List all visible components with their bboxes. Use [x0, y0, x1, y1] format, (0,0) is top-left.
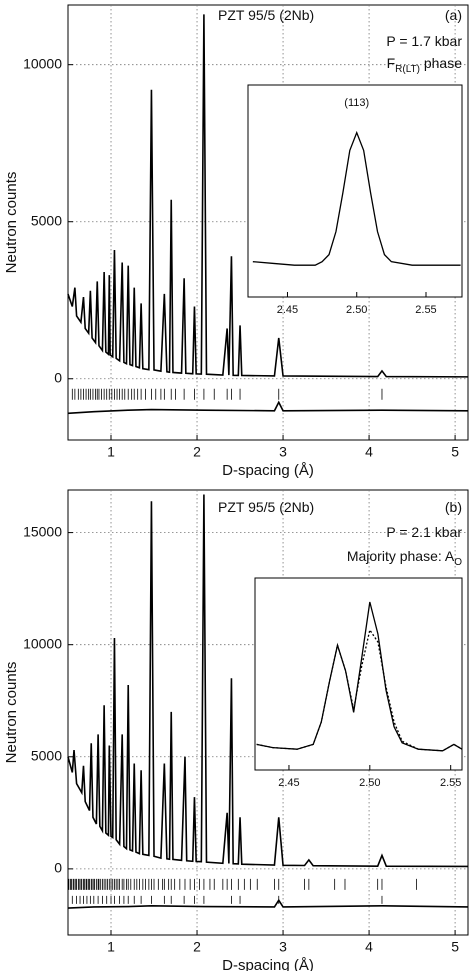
annotation-subscript: R(LT): [395, 64, 420, 75]
x-axis-label: D-spacing (Å): [222, 462, 314, 479]
y-tick-label: 10000: [23, 635, 62, 651]
x-tick-label: 2: [193, 444, 201, 460]
x-tick-label: 3: [279, 444, 287, 460]
x-axis-label: D-spacing (Å): [222, 957, 314, 971]
inset-frame: [254, 577, 463, 771]
x-tick-label: 2.45: [277, 304, 298, 316]
annotation: Majority phase: AO: [347, 548, 462, 568]
data-line: [67, 494, 469, 868]
annotation-part: Majority phase: A: [347, 548, 455, 564]
x-tick-label: 1: [107, 444, 115, 460]
x-tick-label: 3: [279, 939, 287, 955]
annotation: FR(LT) phase: [387, 55, 463, 75]
y-tick-label: 0: [54, 369, 62, 385]
data-line: [252, 130, 461, 266]
annotation-part: PZT 95/5 (2Nb): [218, 7, 314, 23]
annotation: P = 1.7 kbar: [386, 33, 462, 49]
inset-frame: [247, 84, 463, 298]
y-tick-label: 5000: [31, 747, 62, 763]
annotation-part: P = 1.7 kbar: [386, 33, 462, 49]
x-tick-label: 2.45: [278, 777, 299, 789]
x-tick-label: 2.50: [346, 304, 367, 316]
y-tick-label: 0: [54, 860, 62, 876]
x-tick-label: 2.55: [415, 304, 436, 316]
y-tick-label: 5000: [31, 212, 62, 228]
x-tick-label: 4: [365, 939, 373, 955]
y-axis-label: Neutron counts: [3, 172, 20, 274]
annotation-part: (b): [445, 499, 462, 515]
x-tick-label: 2: [193, 939, 201, 955]
annotation-part: phase: [420, 55, 462, 71]
annotation-part: (a): [445, 7, 462, 23]
data-line: [67, 14, 469, 378]
x-tick-label: 2.50: [359, 777, 380, 789]
annotation-part: PZT 95/5 (2Nb): [218, 499, 314, 515]
annotation: (a): [445, 7, 462, 23]
annotation-subscript: O: [454, 557, 462, 568]
annotation: P = 2.1 kbar: [386, 524, 462, 540]
annotation-part: P = 2.1 kbar: [386, 524, 462, 540]
data-line: [256, 628, 463, 752]
annotation: (113): [344, 97, 369, 109]
data-line: [67, 898, 469, 909]
annotation: PZT 95/5 (2Nb): [218, 499, 314, 515]
annotation: PZT 95/5 (2Nb): [218, 7, 314, 23]
y-axis-label: Neutron counts: [3, 662, 20, 764]
annotation-part: (113): [344, 97, 369, 109]
x-tick-label: 2.55: [440, 777, 461, 789]
x-tick-label: 1: [107, 939, 115, 955]
annotation-part: F: [387, 55, 396, 71]
x-tick-label: 5: [451, 939, 459, 955]
y-tick-label: 15000: [23, 523, 62, 539]
annotation: (b): [445, 499, 462, 515]
data-line: [67, 400, 469, 415]
x-tick-label: 4: [365, 444, 373, 460]
y-tick-label: 10000: [23, 55, 62, 71]
x-tick-label: 5: [451, 444, 459, 460]
